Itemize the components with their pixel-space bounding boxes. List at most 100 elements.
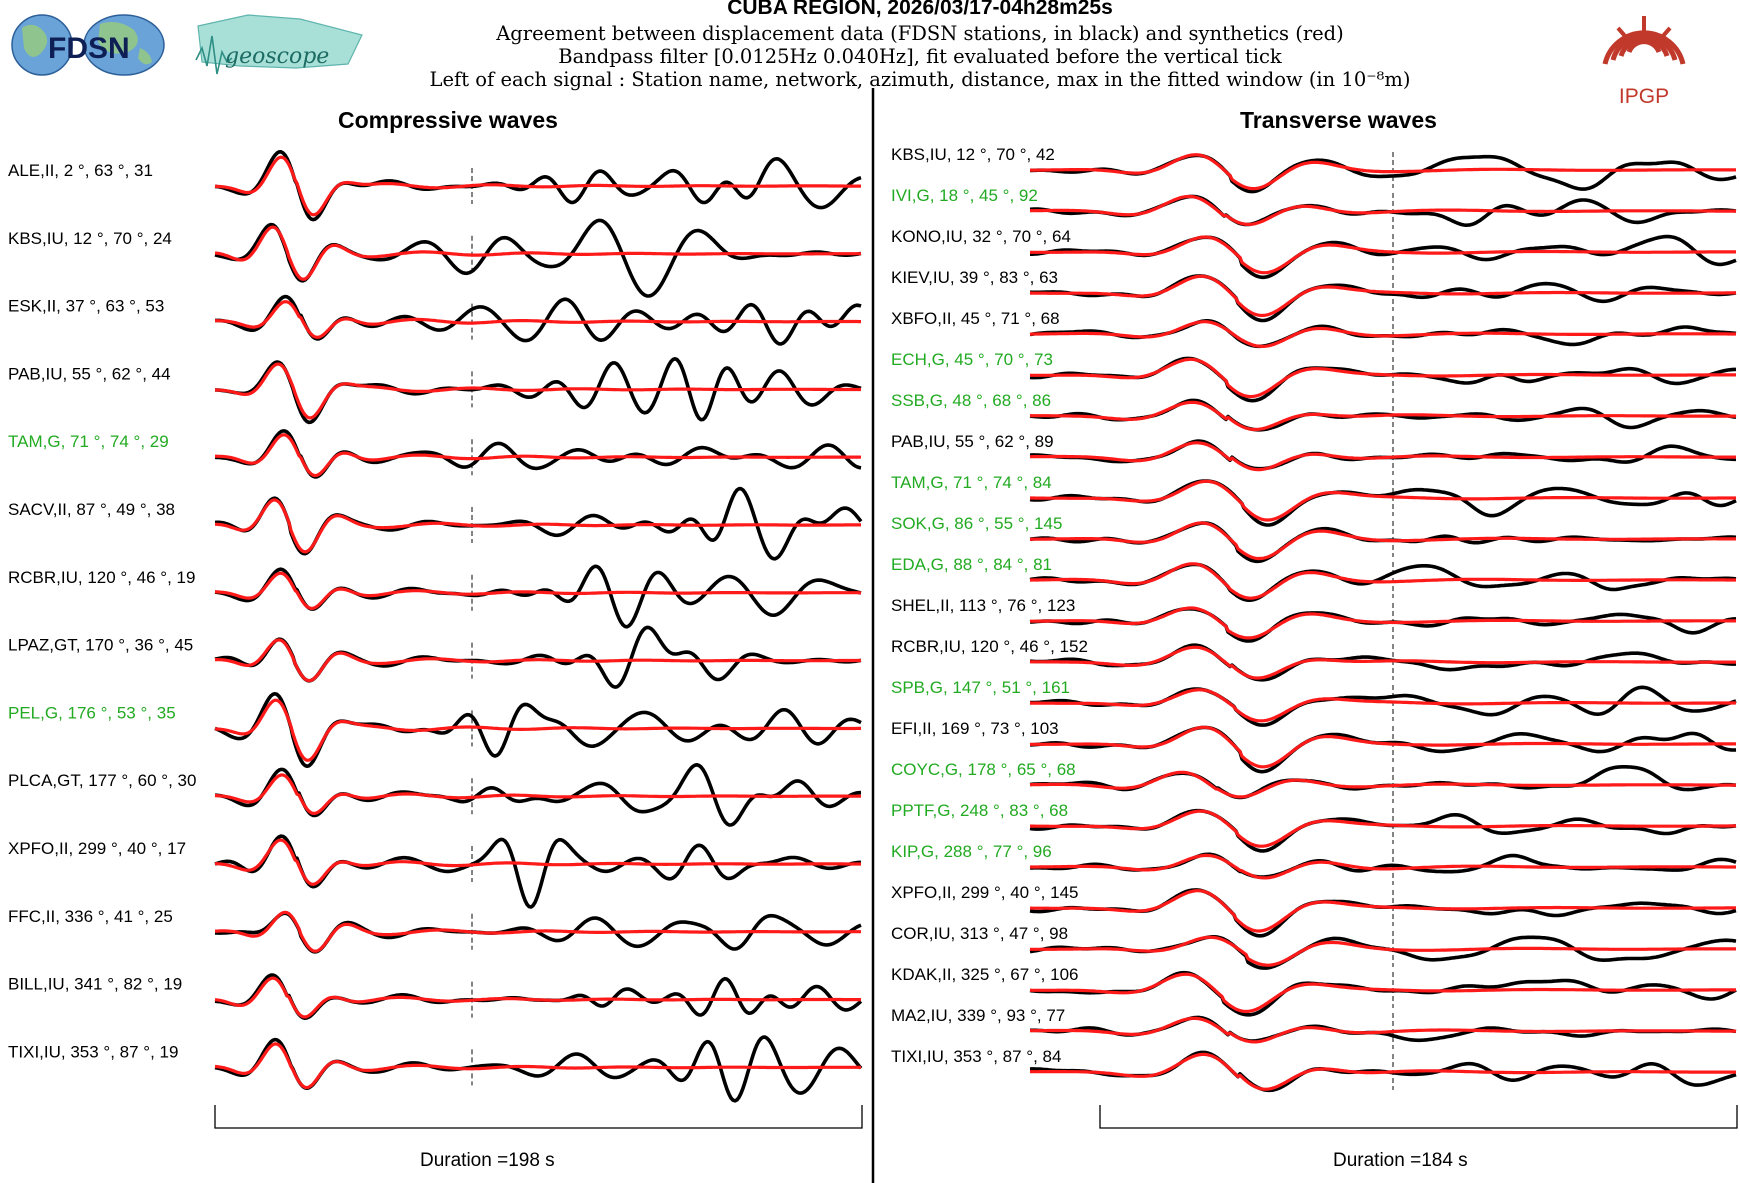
synthetic-trace bbox=[214, 1042, 861, 1090]
station-trace: PLCA,GT, 177 °, 60 °, 30 bbox=[8, 763, 862, 827]
synthetic-trace bbox=[215, 773, 861, 815]
station-label: KIEV,IU, 39 °, 83 °, 63 bbox=[891, 268, 1058, 287]
data-trace bbox=[1029, 935, 1737, 970]
synthetic-trace bbox=[1030, 606, 1736, 640]
figure-subtitle-1: Agreement between displacement data (FDS… bbox=[496, 22, 1344, 45]
station-trace: KDAK,II, 325 °, 67 °, 106 bbox=[891, 965, 1737, 1017]
duration-label-transverse: Duration =184 s bbox=[1333, 1150, 1468, 1171]
station-trace: COYC,G, 178 °, 65 °, 68 bbox=[891, 760, 1737, 803]
station-trace: TIXI,IU, 353 °, 87 °, 84 bbox=[891, 1047, 1737, 1093]
station-label: MA2,IU, 339 °, 93 °, 77 bbox=[891, 1006, 1065, 1025]
station-trace: LPAZ,GT, 170 °, 36 °, 45 bbox=[8, 625, 862, 689]
station-label: ECH,G, 45 °, 70 °, 73 bbox=[891, 350, 1053, 369]
station-trace: RCBR,IU, 120 °, 46 °, 152 bbox=[891, 637, 1736, 682]
station-trace: FFC,II, 336 °, 41 °, 25 bbox=[8, 907, 862, 954]
station-label: SHEL,II, 113 °, 76 °, 123 bbox=[891, 596, 1075, 615]
synthetic-trace bbox=[1029, 562, 1736, 600]
synthetic-trace bbox=[214, 225, 861, 281]
data-trace bbox=[1029, 970, 1737, 1017]
station-trace: SACV,II, 87 °, 49 °, 38 bbox=[8, 486, 863, 561]
station-trace: KONO,IU, 32 °, 70 °, 64 bbox=[891, 227, 1737, 280]
synthetic-trace bbox=[1030, 645, 1736, 680]
station-label: EFI,II, 169 °, 73 °, 103 bbox=[891, 719, 1059, 738]
fdsn-logo: FDSN bbox=[11, 14, 165, 76]
panel-title-compressive: Compressive waves bbox=[338, 107, 558, 133]
station-trace: KBS,IU, 12 °, 70 °, 24 bbox=[8, 218, 862, 298]
station-label: EDA,G, 88 °, 84 °, 81 bbox=[891, 555, 1052, 574]
synthetic-trace bbox=[1030, 972, 1736, 1014]
synthetic-trace bbox=[215, 498, 861, 554]
station-trace: SPB,G, 147 °, 51 °, 161 bbox=[891, 678, 1737, 727]
data-trace bbox=[1029, 356, 1736, 403]
station-label: TAM,G, 71 °, 74 °, 29 bbox=[8, 432, 169, 451]
synthetic-trace bbox=[1030, 853, 1736, 880]
duration-label-compressive: Duration =198 s bbox=[420, 1150, 555, 1171]
synthetic-trace bbox=[1030, 320, 1736, 348]
synthetic-trace bbox=[214, 155, 861, 217]
synthetic-trace bbox=[1030, 235, 1736, 275]
station-label: FFC,II, 336 °, 41 °, 25 bbox=[8, 907, 173, 926]
station-label: PLCA,GT, 177 °, 60 °, 30 bbox=[8, 771, 196, 790]
station-label: ALE,II, 2 °, 63 °, 31 bbox=[8, 161, 153, 180]
synthetic-trace bbox=[1030, 725, 1736, 769]
station-trace: SHEL,II, 113 °, 76 °, 123 bbox=[891, 596, 1737, 643]
station-trace: BILL,IU, 341 °, 82 °, 19 bbox=[8, 973, 863, 1020]
station-label: KBS,IU, 12 °, 70 °, 24 bbox=[8, 229, 172, 248]
data-trace bbox=[214, 564, 862, 629]
station-label: KDAK,II, 325 °, 67 °, 106 bbox=[891, 965, 1078, 984]
station-trace: COR,IU, 313 °, 47 °, 98 bbox=[891, 924, 1737, 970]
synthetic-trace bbox=[215, 433, 862, 478]
ipgp-logo-text: IPGP bbox=[1619, 85, 1669, 108]
synthetic-trace bbox=[1030, 1016, 1736, 1044]
synthetic-trace bbox=[1030, 274, 1736, 318]
data-trace bbox=[1030, 234, 1737, 280]
synthetic-trace bbox=[215, 638, 861, 683]
synthetic-trace bbox=[1030, 770, 1736, 799]
figure-subtitle-3: Left of each signal : Station name, netw… bbox=[429, 68, 1411, 91]
geoscope-logo-text: geoscope bbox=[225, 44, 329, 69]
station-trace: TAM,G, 71 °, 74 °, 84 bbox=[891, 473, 1737, 527]
station-label: TIXI,IU, 353 °, 87 °, 84 bbox=[891, 1047, 1061, 1066]
station-label: XPFO,II, 299 °, 40 °, 145 bbox=[891, 883, 1078, 902]
data-trace bbox=[214, 429, 862, 479]
panel-compressive: ALE,II, 2 °, 63 °, 31 KBS,IU, 12 °, 70 °,… bbox=[8, 150, 863, 1129]
station-trace: RCBR,IU, 120 °, 46 °, 19 bbox=[8, 564, 862, 629]
station-label: KONO,IU, 32 °, 70 °, 64 bbox=[891, 227, 1071, 246]
synthetic-trace bbox=[1030, 357, 1736, 399]
station-label: COYC,G, 178 °, 65 °, 68 bbox=[891, 760, 1076, 779]
geoscope-logo: geoscope bbox=[195, 14, 363, 75]
station-label: RCBR,IU, 120 °, 46 °, 152 bbox=[891, 637, 1088, 656]
station-trace: KIP,G, 288 °, 77 °, 96 bbox=[891, 842, 1737, 885]
synthetic-trace bbox=[1029, 889, 1736, 933]
station-label: ESK,II, 37 °, 63 °, 53 bbox=[8, 297, 164, 316]
station-label: KBS,IU, 12 °, 70 °, 42 bbox=[891, 145, 1055, 164]
station-label: PAB,IU, 55 °, 62 °, 89 bbox=[891, 432, 1054, 451]
ipgp-logo: IPGP bbox=[1602, 16, 1686, 108]
station-trace: XPFO,II, 299 °, 40 °, 17 bbox=[8, 834, 862, 909]
station-label: SOK,G, 86 °, 55 °, 145 bbox=[891, 514, 1062, 533]
station-label: KIP,G, 288 °, 77 °, 96 bbox=[891, 842, 1052, 861]
station-trace: PAB,IU, 55 °, 62 °, 89 bbox=[891, 432, 1736, 475]
station-trace: PEL,G, 176 °, 53 °, 35 bbox=[8, 692, 862, 768]
station-trace: EDA,G, 88 °, 84 °, 81 bbox=[891, 555, 1737, 602]
station-trace: SSB,G, 48 °, 68 °, 86 bbox=[891, 391, 1737, 434]
data-trace bbox=[1029, 479, 1737, 527]
station-trace: MA2,IU, 339 °, 93 °, 77 bbox=[891, 1006, 1737, 1049]
station-label: TIXI,IU, 353 °, 87 °, 19 bbox=[8, 1042, 178, 1061]
station-label: PEL,G, 176 °, 53 °, 35 bbox=[8, 703, 176, 722]
station-label: PPTF,G, 248 °, 83 °, 68 bbox=[891, 801, 1068, 820]
station-label: IVI,G, 18 °, 45 °, 92 bbox=[891, 186, 1038, 205]
synthetic-trace bbox=[215, 698, 861, 762]
station-label: LPAZ,GT, 170 °, 36 °, 45 bbox=[8, 636, 193, 655]
figure-subtitle-2: Bandpass filter [0.0125Hz 0.040Hz], fit … bbox=[558, 45, 1282, 68]
synthetic-trace bbox=[1030, 688, 1737, 723]
synthetic-trace bbox=[1030, 935, 1736, 967]
station-trace: TAM,G, 71 °, 74 °, 29 bbox=[8, 429, 862, 479]
station-trace: TIXI,IU, 353 °, 87 °, 19 bbox=[8, 1035, 863, 1103]
station-label: BILL,IU, 341 °, 82 °, 19 bbox=[8, 975, 182, 994]
synthetic-trace bbox=[1030, 194, 1736, 226]
figure-title: CUBA REGION, 2026/03/17-04h28m25s bbox=[727, 0, 1113, 19]
station-trace: KBS,IU, 12 °, 70 °, 42 bbox=[891, 145, 1737, 194]
synthetic-trace bbox=[214, 910, 861, 953]
data-trace bbox=[214, 218, 862, 298]
